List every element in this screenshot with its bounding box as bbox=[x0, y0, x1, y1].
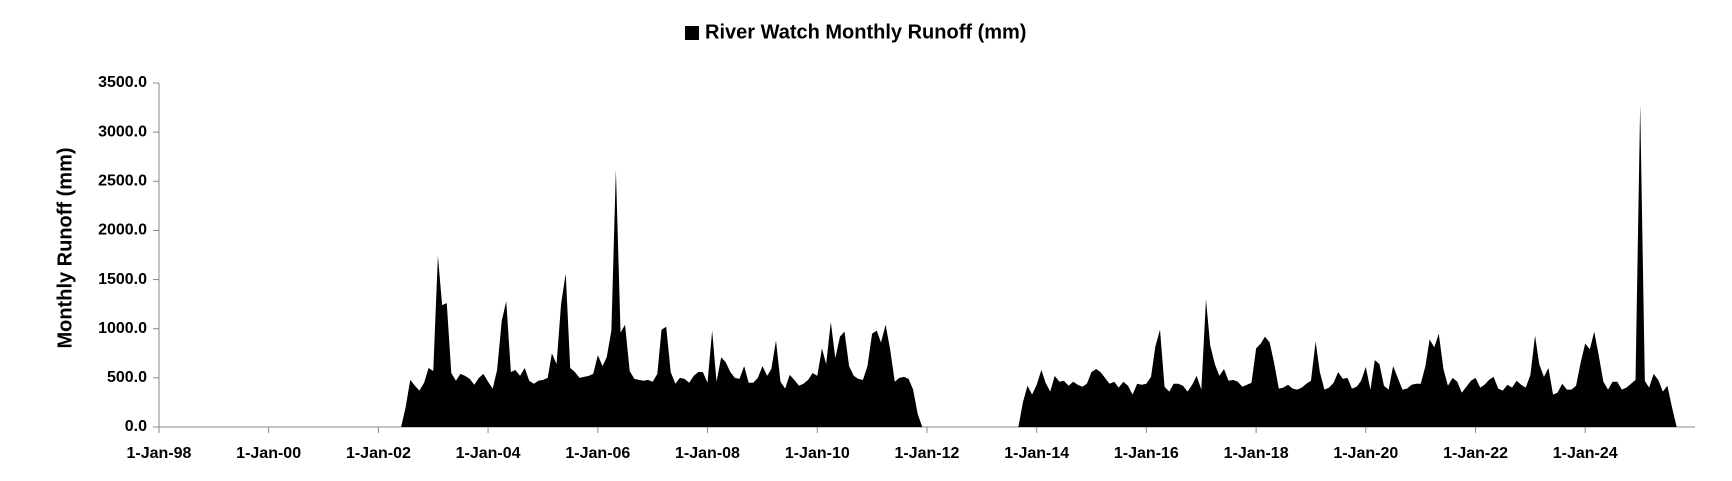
x-tick-label: 1-Jan-24 bbox=[1553, 445, 1618, 462]
x-tick-label: 1-Jan-18 bbox=[1224, 445, 1289, 462]
x-tick-label: 1-Jan-98 bbox=[127, 445, 192, 462]
legend-swatch bbox=[685, 26, 699, 40]
x-tick-label: 1-Jan-10 bbox=[785, 445, 850, 462]
x-tick-label: 1-Jan-22 bbox=[1443, 445, 1508, 462]
x-tick-label: 1-Jan-16 bbox=[1114, 445, 1179, 462]
y-tick-label: 3000.0 bbox=[98, 123, 147, 140]
y-tick-label: 1500.0 bbox=[98, 271, 147, 288]
y-tick-label: 1000.0 bbox=[98, 320, 147, 337]
legend-label: River Watch Monthly Runoff (mm) bbox=[705, 21, 1026, 43]
y-tick-label: 2000.0 bbox=[98, 222, 147, 239]
y-axis-label: Monthly Runoff (mm) bbox=[54, 147, 76, 348]
y-tick-label: 3500.0 bbox=[98, 74, 147, 91]
x-tick-label: 1-Jan-20 bbox=[1333, 445, 1398, 462]
x-tick-label: 1-Jan-08 bbox=[675, 445, 740, 462]
y-tick-label: 2500.0 bbox=[98, 173, 147, 190]
x-tick-label: 1-Jan-04 bbox=[456, 445, 521, 462]
x-tick-label: 1-Jan-06 bbox=[565, 445, 630, 462]
x-tick-label: 1-Jan-02 bbox=[346, 445, 411, 462]
x-tick-label: 1-Jan-12 bbox=[894, 445, 959, 462]
x-tick-label: 1-Jan-14 bbox=[1004, 445, 1069, 462]
area bbox=[401, 104, 1677, 427]
x-tick-label: 1-Jan-00 bbox=[236, 445, 301, 462]
y-tick-label: 500.0 bbox=[107, 369, 147, 386]
y-tick-label: 0.0 bbox=[125, 418, 147, 435]
